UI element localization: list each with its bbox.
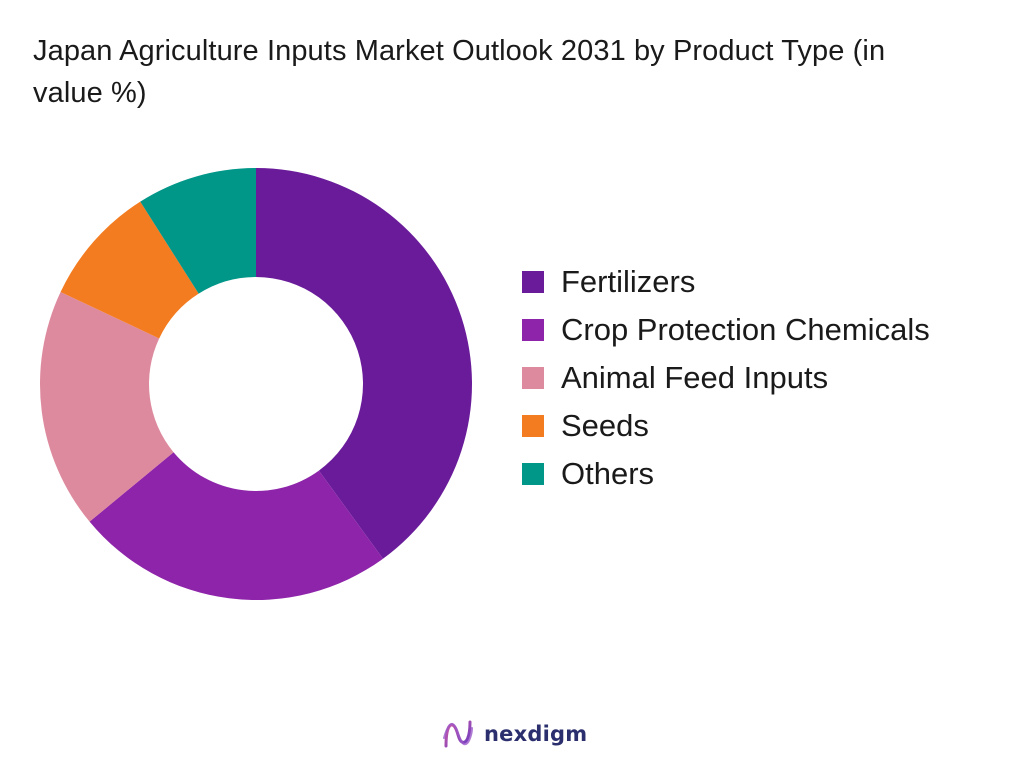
logo-text: nexdigm bbox=[484, 722, 588, 746]
nexdigm-logo-icon bbox=[443, 720, 473, 748]
legend-label: Animal Feed Inputs bbox=[561, 360, 829, 395]
chart-legend: Fertilizers Crop Protection Chemicals An… bbox=[522, 258, 1022, 498]
legend-swatch bbox=[522, 367, 544, 389]
legend-swatch bbox=[522, 415, 544, 437]
legend-item-seeds: Seeds bbox=[522, 402, 1022, 450]
donut-slices bbox=[40, 168, 472, 601]
legend-item-animal-feed-inputs: Animal Feed Inputs bbox=[522, 354, 1022, 402]
legend-swatch bbox=[522, 463, 544, 485]
legend-label: Seeds bbox=[561, 408, 649, 443]
slice-crop-protection-chemicals bbox=[89, 452, 383, 601]
legend-label: Fertilizers bbox=[561, 264, 696, 299]
legend-label: Crop Protection Chemicals bbox=[561, 312, 930, 347]
legend-item-others: Others bbox=[522, 450, 1022, 498]
slice-seeds bbox=[60, 201, 199, 339]
slice-fertilizers bbox=[256, 168, 472, 559]
legend-item-crop-protection-chemicals: Crop Protection Chemicals bbox=[522, 306, 1022, 354]
legend-swatch bbox=[522, 271, 544, 293]
slice-animal-feed-inputs bbox=[40, 292, 174, 522]
nexdigm-logo: nexdigm bbox=[440, 716, 587, 752]
legend-item-fertilizers: Fertilizers bbox=[522, 258, 1022, 306]
chart-title: Japan Agriculture Inputs Market Outlook … bbox=[33, 35, 886, 109]
legend-label: Others bbox=[561, 456, 655, 491]
slice-others bbox=[140, 168, 256, 294]
legend-swatch bbox=[522, 319, 544, 341]
